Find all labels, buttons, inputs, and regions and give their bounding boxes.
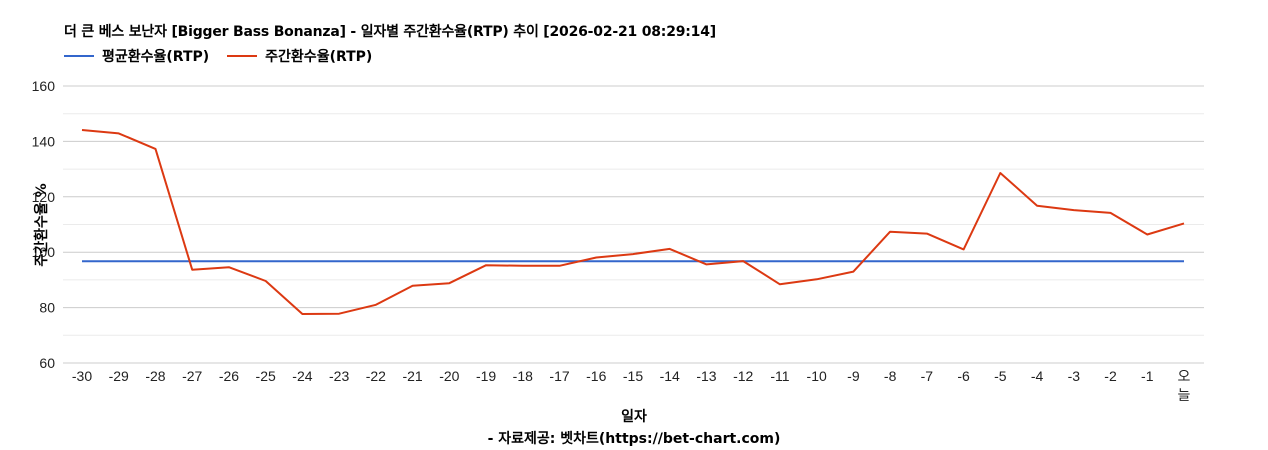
x-tick-label: -21 [402,368,422,384]
x-tick-label: -16 [586,368,606,384]
x-tick-label: -7 [921,368,934,384]
legend-swatch-blue-line-icon [64,55,94,57]
legend-swatch-red-line-icon [227,55,258,57]
source-credit: - 자료제공: 벳차트(https://bet-chart.com) [487,431,781,447]
legend: 평균환수율(RTP) 주간환수율(RTP) [64,46,390,66]
y-tick-label: 60 [39,355,55,371]
x-tick-label: -22 [366,368,386,384]
x-tick-label: -23 [329,368,349,384]
legend-label: 주간환수율(RTP) [265,49,373,65]
x-tick-label: -11 [770,368,789,384]
x-tick-label: -1 [1141,368,1154,384]
x-tick-label: -29 [109,368,129,384]
x-tick-label: -9 [847,368,860,384]
y-axis-title: 주간환수율 % [33,183,50,266]
x-tick-label: -24 [292,368,312,384]
x-tick-label: -14 [660,368,680,384]
x-tick-label: -3 [1068,368,1081,384]
x-tick-label: -8 [884,368,897,384]
x-tick-label: -27 [182,368,202,384]
x-tick-label: -20 [439,368,459,384]
y-tick-label: 100 [32,244,56,260]
x-tick-label: -25 [256,368,276,384]
x-tick-label: -6 [957,368,970,384]
x-tick-label: -4 [1031,368,1044,384]
x-tick-label: -18 [513,368,533,384]
legend-item-weekly-rtp[interactable]: 주간환수율(RTP) [227,46,372,66]
gridlines [63,85,1204,364]
x-axis-ticks: -30 -29 -28 -27 -26 -25 -24 -23 -22 -21 -20 -19 -18-… [72,368,1191,403]
y-axis-ticks: 60 80 100 120 140 160 [32,78,56,371]
x-tick-label: -26 [219,368,239,384]
series-lines [81,129,1185,315]
x-tick-label: -10 [807,368,827,384]
x-tick-label: -12 [733,368,753,384]
x-tick-label: -17 [549,368,569,384]
x-tick-label: -13 [696,368,716,384]
x-axis-title: 일자 [621,409,647,425]
y-tick-label: 120 [32,189,56,205]
x-tick-label: -28 [145,368,165,384]
weekly-rtp-line[interactable] [81,129,1185,315]
legend-label: 평균환수율(RTP) [102,49,210,65]
legend-item-average-rtp[interactable]: 평균환수율(RTP) [64,46,209,66]
y-tick-label: 140 [32,133,56,149]
y-tick-label: 160 [32,78,56,94]
chart-title: 더 큰 베스 보난자 [Bigger Bass Bonanza] - 일자별 주… [64,24,716,40]
y-tick-label: 80 [39,300,55,316]
x-tick-label: -15 [623,368,643,384]
x-tick-label: -30 [72,368,92,384]
x-tick-label: -19 [476,368,496,384]
x-tick-label: -2 [1104,368,1117,384]
x-tick-label: -5 [994,368,1007,384]
